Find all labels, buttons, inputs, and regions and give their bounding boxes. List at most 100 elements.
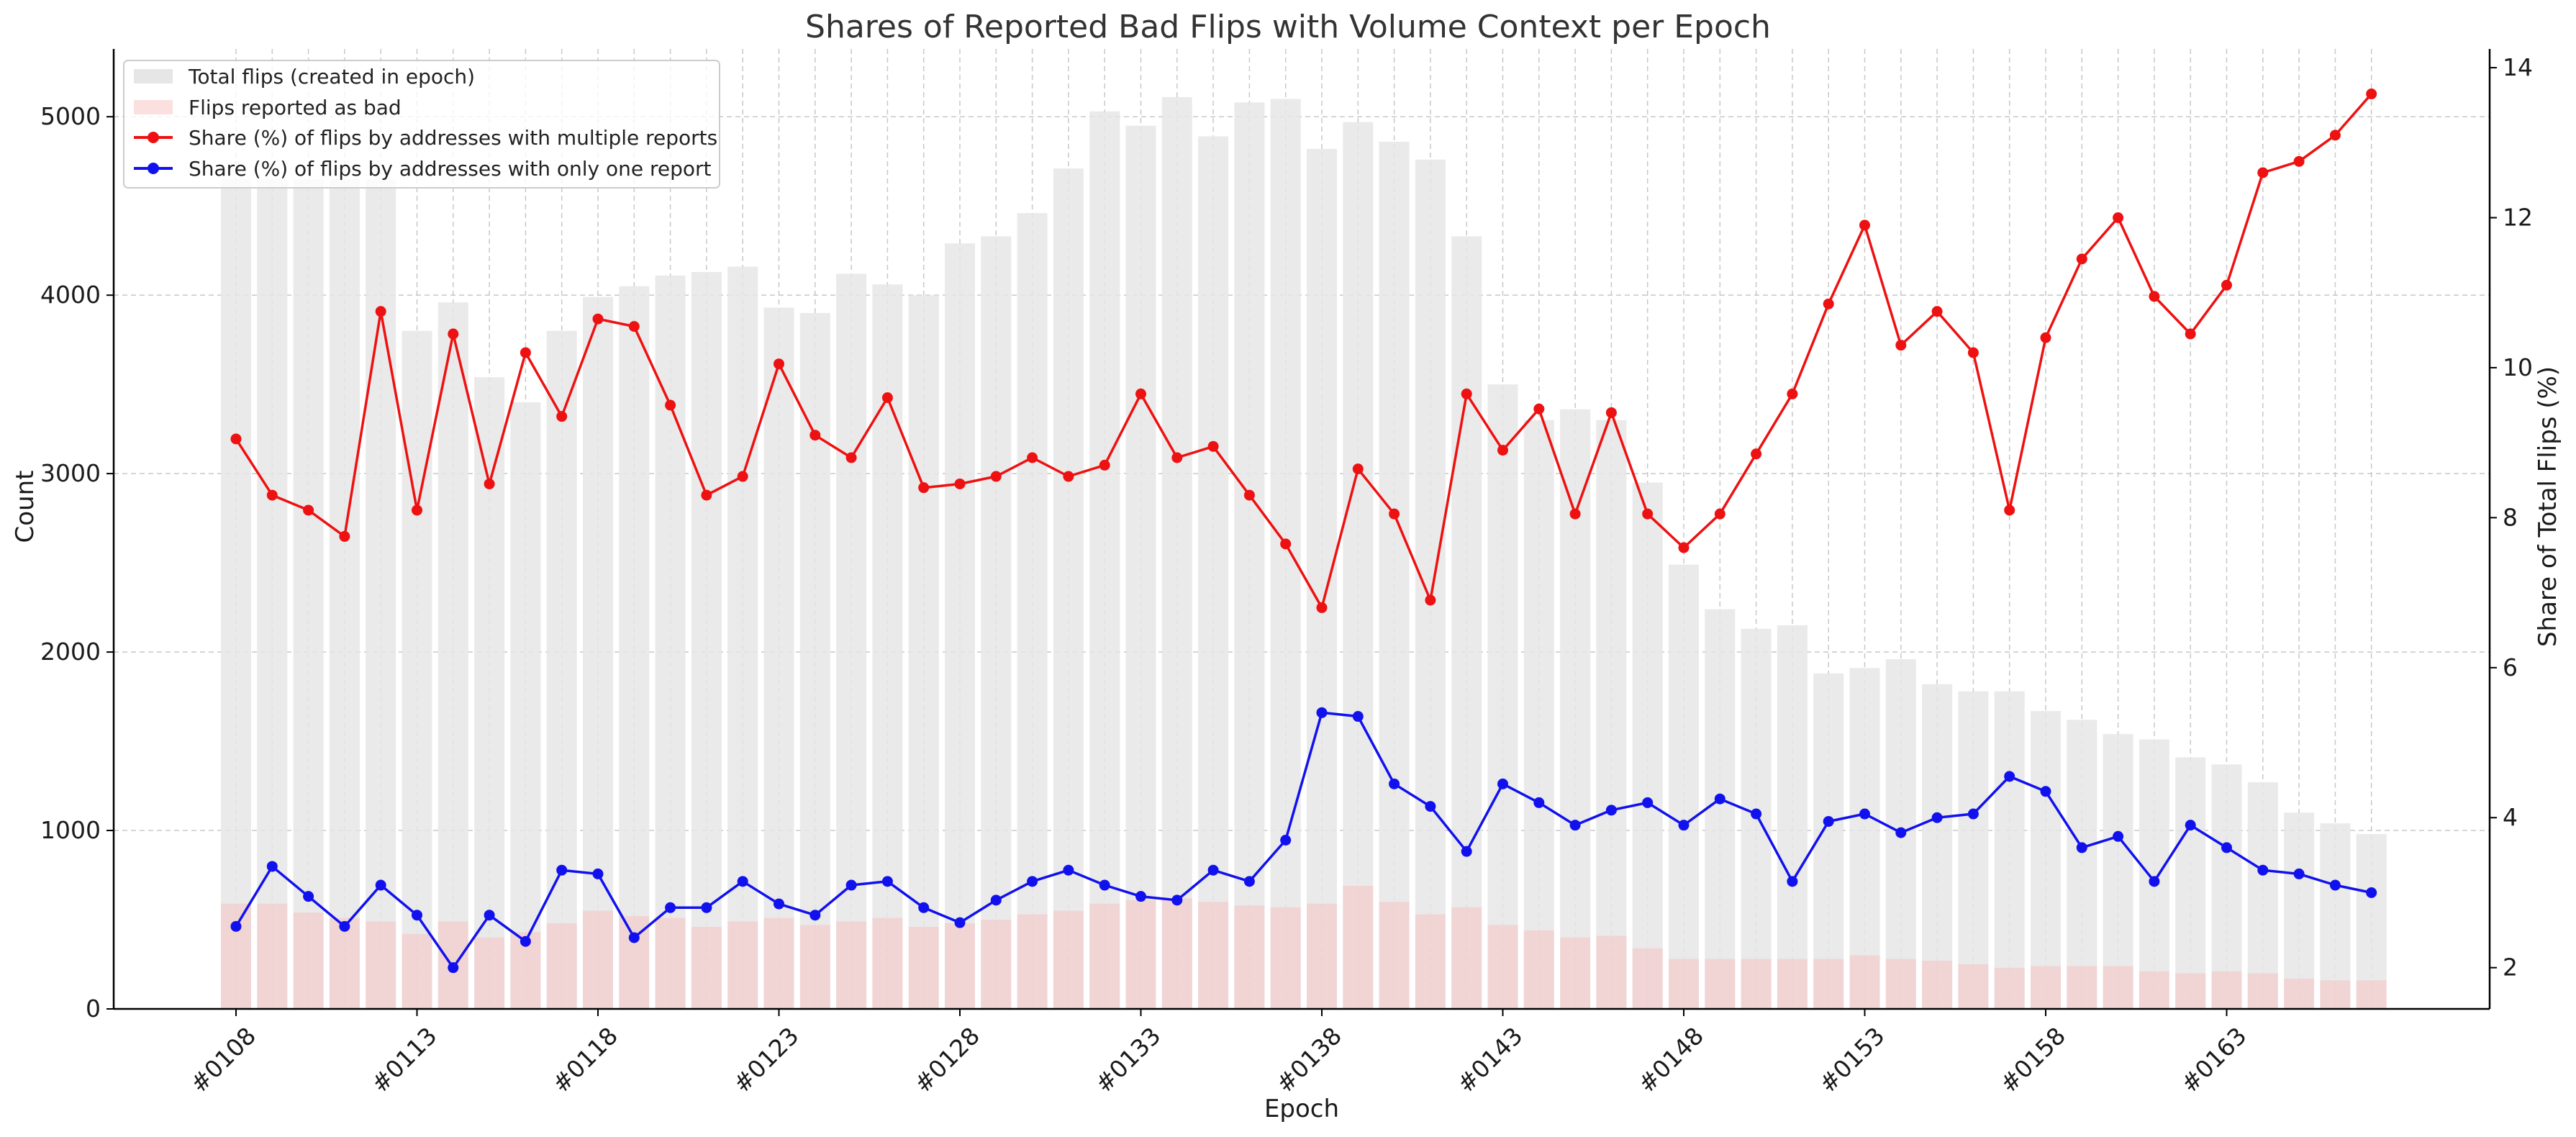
point-single-reports (1063, 864, 1074, 876)
bar-total-flips (1813, 673, 1844, 1009)
bar-total-flips (1379, 141, 1410, 1010)
bar-total-flips (2103, 734, 2133, 1009)
point-multi-reports (1823, 298, 1834, 309)
point-multi-reports (2149, 291, 2160, 302)
point-multi-reports (1533, 403, 1545, 415)
point-single-reports (954, 917, 966, 928)
bar-bad-flips (1922, 961, 1953, 1009)
point-multi-reports (412, 504, 422, 516)
point-multi-reports (737, 471, 748, 482)
bar-bad-flips (1849, 955, 1880, 1009)
point-multi-reports (809, 430, 821, 441)
bars-bad (221, 885, 2387, 1009)
bar-total-flips (1523, 420, 1554, 1009)
point-single-reports (1751, 808, 1762, 820)
point-multi-reports (881, 392, 893, 404)
point-single-reports (1243, 876, 1255, 887)
point-single-reports (1135, 891, 1146, 902)
bar-total-flips (1343, 122, 1374, 1009)
bar-bad-flips (1198, 902, 1229, 1009)
bar-total-flips (1922, 684, 1953, 1009)
point-single-reports (412, 910, 422, 921)
point-single-reports (1389, 778, 1400, 789)
line-multi-reports (235, 93, 2373, 610)
point-single-reports (2329, 879, 2341, 891)
bar-bad-flips (1885, 959, 1916, 1009)
point-multi-reports (845, 452, 857, 463)
point-multi-reports (1027, 452, 1038, 463)
bar-bad-flips (1705, 959, 1736, 1009)
bar-total-flips (836, 273, 867, 1009)
point-multi-reports (2366, 89, 2377, 100)
bar-bad-flips (691, 926, 722, 1009)
point-multi-reports (2329, 130, 2341, 141)
point-single-reports (701, 902, 712, 913)
bar-bad-flips (799, 925, 830, 1009)
bar-total-flips (546, 330, 577, 1009)
bar-total-flips (1270, 99, 1301, 1010)
y-tick-label: 2000 (40, 638, 101, 666)
point-multi-reports (448, 328, 459, 340)
bar-bad-flips (1089, 903, 1120, 1009)
bar-bad-flips (293, 912, 324, 1009)
point-multi-reports (1243, 489, 1255, 501)
bar-bad-flips (1813, 959, 1844, 1009)
bar-total-flips (221, 179, 251, 1009)
bar-total-flips (1958, 691, 1989, 1009)
bar-total-flips (655, 275, 686, 1010)
legend-label-total: Total flips (created in epoch) (188, 65, 475, 89)
point-single-reports (2113, 830, 2124, 842)
bar-total-flips (1705, 609, 1736, 1009)
bar-bad-flips (727, 921, 758, 1009)
point-single-reports (1461, 846, 1472, 857)
point-multi-reports (230, 433, 242, 445)
point-single-reports (774, 898, 784, 910)
bar-bad-flips (763, 918, 794, 1009)
line-series (230, 89, 2377, 974)
bar-bad-flips (836, 921, 867, 1009)
point-single-reports (592, 868, 604, 879)
point-single-reports (2366, 887, 2377, 898)
y2-tick-label: 6 (2503, 653, 2518, 681)
point-multi-reports (701, 489, 712, 501)
point-single-reports (1497, 778, 1508, 789)
legend-label-bad: Flips reported as bad (189, 96, 402, 119)
point-multi-reports (1497, 445, 1508, 456)
bar-bad-flips (1017, 914, 1048, 1009)
point-multi-reports (1316, 602, 1328, 613)
point-multi-reports (1931, 306, 1943, 317)
bar-total-flips (763, 307, 794, 1010)
bar-bad-flips (2247, 973, 2278, 1009)
point-multi-reports (1605, 407, 1617, 418)
bar-bad-flips (2211, 971, 2242, 1009)
bar-bad-flips (1307, 903, 1337, 1009)
y2-tick-label: 2 (2503, 953, 2518, 982)
point-single-reports (845, 879, 857, 891)
bar-total-flips (2031, 710, 2061, 1009)
bar-bad-flips (366, 921, 396, 1009)
point-single-reports (2293, 868, 2305, 879)
bar-bad-flips (872, 918, 903, 1009)
point-multi-reports (1751, 448, 1762, 460)
bar-bad-flips (221, 903, 251, 1009)
point-multi-reports (1135, 388, 1146, 399)
bar-total-flips (1017, 213, 1048, 1010)
bar-bad-flips (908, 926, 939, 1009)
point-multi-reports (520, 347, 531, 358)
bar-total-flips (2175, 757, 2206, 1009)
bar-total-flips (2067, 720, 2097, 1009)
point-multi-reports (918, 482, 930, 494)
bar-bad-flips (655, 918, 686, 1009)
point-multi-reports (1461, 388, 1472, 399)
point-single-reports (1859, 808, 1870, 820)
point-single-reports (2185, 820, 2196, 831)
point-multi-reports (1425, 594, 1436, 606)
point-single-reports (2221, 842, 2232, 853)
point-single-reports (1280, 835, 1292, 846)
point-single-reports (1967, 808, 1979, 820)
point-single-reports (484, 910, 495, 921)
point-single-reports (809, 910, 821, 921)
bar-bad-flips (474, 937, 505, 1009)
bar-bad-flips (1161, 898, 1192, 1009)
point-single-reports (628, 932, 640, 943)
